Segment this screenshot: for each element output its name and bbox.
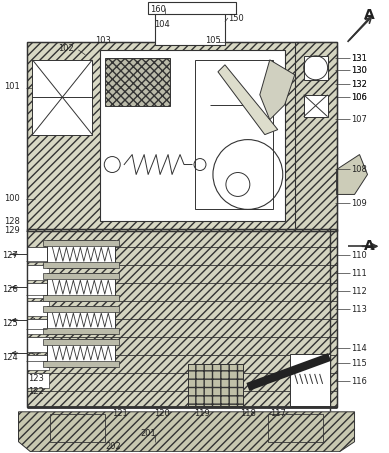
Bar bbox=[44, 262, 119, 268]
Text: 150: 150 bbox=[228, 14, 244, 23]
Text: 130: 130 bbox=[352, 66, 368, 75]
Bar bbox=[28, 373, 49, 388]
Text: 101: 101 bbox=[5, 82, 20, 91]
Text: 120: 120 bbox=[154, 409, 170, 418]
Text: 119: 119 bbox=[194, 409, 210, 418]
Polygon shape bbox=[218, 65, 278, 135]
Text: 108: 108 bbox=[352, 164, 368, 173]
Bar bbox=[44, 240, 119, 246]
Text: 131: 131 bbox=[352, 54, 368, 63]
Bar bbox=[28, 229, 336, 407]
Text: 132: 132 bbox=[352, 80, 368, 89]
Bar bbox=[44, 339, 119, 345]
Text: 123: 123 bbox=[28, 374, 44, 383]
Bar bbox=[28, 42, 336, 231]
Polygon shape bbox=[260, 60, 295, 120]
Bar bbox=[28, 355, 49, 370]
Bar bbox=[304, 56, 328, 80]
Text: 125: 125 bbox=[3, 319, 18, 328]
Text: 106: 106 bbox=[352, 93, 368, 102]
Bar bbox=[290, 354, 329, 406]
Text: 103: 103 bbox=[95, 36, 111, 45]
Bar bbox=[28, 301, 49, 316]
Bar bbox=[28, 247, 49, 262]
Bar bbox=[47, 306, 115, 334]
Text: 117: 117 bbox=[270, 409, 286, 418]
Bar bbox=[188, 364, 243, 406]
Text: 118: 118 bbox=[240, 409, 256, 418]
Text: A: A bbox=[364, 239, 375, 253]
Bar bbox=[51, 414, 105, 442]
Bar bbox=[44, 273, 119, 279]
Text: 110: 110 bbox=[352, 251, 367, 260]
Text: 129: 129 bbox=[5, 226, 20, 236]
Bar bbox=[295, 42, 336, 231]
Bar bbox=[44, 295, 119, 301]
Text: 107: 107 bbox=[352, 115, 368, 124]
Bar bbox=[47, 240, 115, 268]
Bar bbox=[47, 273, 115, 301]
Text: 132: 132 bbox=[352, 80, 368, 89]
Text: 114: 114 bbox=[352, 344, 367, 353]
Bar bbox=[195, 60, 273, 209]
Text: 104: 104 bbox=[154, 20, 170, 29]
Polygon shape bbox=[19, 412, 354, 452]
Text: 201: 201 bbox=[140, 429, 156, 438]
Bar bbox=[47, 339, 115, 367]
Text: 130: 130 bbox=[352, 66, 368, 75]
Text: 106: 106 bbox=[352, 93, 368, 102]
Bar bbox=[28, 265, 49, 280]
Text: 160: 160 bbox=[150, 5, 166, 14]
Text: 109: 109 bbox=[352, 199, 367, 208]
Bar bbox=[188, 364, 243, 406]
Bar bbox=[148, 2, 236, 14]
Text: 127: 127 bbox=[3, 251, 18, 260]
Bar bbox=[304, 95, 328, 117]
Bar bbox=[105, 58, 170, 106]
Text: 124: 124 bbox=[3, 353, 18, 362]
Bar bbox=[44, 361, 119, 367]
Bar bbox=[28, 337, 49, 352]
Bar bbox=[28, 283, 49, 298]
Text: 128: 128 bbox=[5, 217, 20, 226]
Bar bbox=[28, 229, 336, 407]
Bar bbox=[44, 328, 119, 334]
Text: 116: 116 bbox=[352, 377, 368, 386]
Polygon shape bbox=[336, 154, 368, 194]
Bar bbox=[28, 319, 49, 334]
Text: 100: 100 bbox=[5, 194, 20, 203]
Text: 111: 111 bbox=[352, 269, 367, 278]
Text: 126: 126 bbox=[3, 285, 18, 294]
Bar bbox=[100, 50, 285, 222]
Bar bbox=[295, 42, 336, 231]
Text: 105: 105 bbox=[205, 36, 221, 45]
Text: A: A bbox=[364, 8, 375, 22]
Bar bbox=[155, 10, 225, 45]
Bar bbox=[44, 306, 119, 312]
Bar bbox=[32, 60, 92, 135]
Text: 131: 131 bbox=[352, 54, 368, 63]
Text: 113: 113 bbox=[352, 305, 368, 314]
Text: 122: 122 bbox=[28, 387, 44, 396]
Text: 121: 121 bbox=[112, 409, 128, 418]
Text: 115: 115 bbox=[352, 359, 367, 368]
Text: 112: 112 bbox=[352, 287, 367, 296]
Bar bbox=[28, 42, 336, 231]
Text: 202: 202 bbox=[105, 442, 121, 451]
Bar bbox=[268, 414, 322, 442]
Text: 102: 102 bbox=[58, 44, 74, 53]
